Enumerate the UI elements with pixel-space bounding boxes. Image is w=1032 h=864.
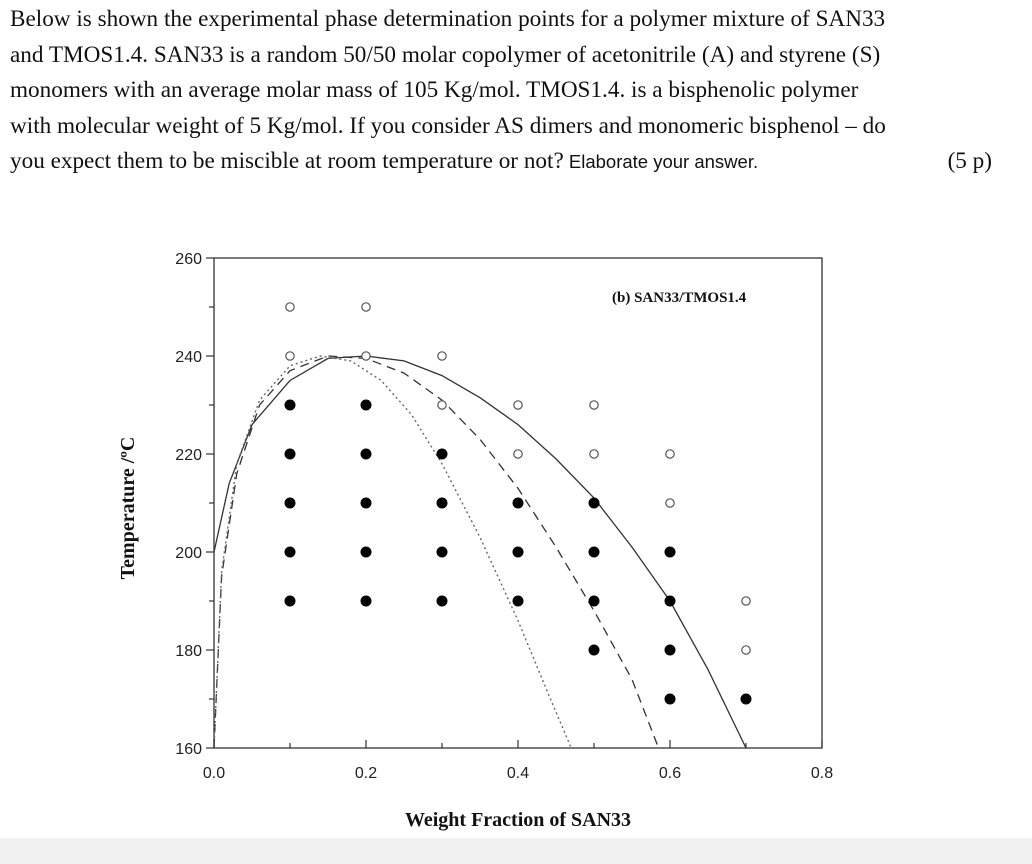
x-tick-label: 0.0 xyxy=(203,765,225,782)
data-points-layer xyxy=(284,302,752,705)
filled-point xyxy=(284,448,296,460)
filled-point xyxy=(284,546,296,558)
y-tick-label: 160 xyxy=(175,741,202,758)
filled-point xyxy=(360,595,372,607)
filled-point xyxy=(284,497,296,509)
filled-point xyxy=(512,546,524,558)
filled-point xyxy=(512,497,524,509)
open-point xyxy=(285,351,295,361)
y-tick-label: 220 xyxy=(175,447,202,464)
y-tick-label: 260 xyxy=(175,251,202,268)
open-point xyxy=(665,498,675,508)
open-point xyxy=(589,449,599,459)
filled-point xyxy=(588,546,600,558)
panel-label: (b) SAN33/TMOS1.4 xyxy=(612,290,747,306)
filled-point xyxy=(360,546,372,558)
y-tick-label: 240 xyxy=(175,349,202,366)
filled-point xyxy=(664,693,676,705)
y-tick-label: 180 xyxy=(175,643,202,660)
y-axis-title: Temperature /ºC xyxy=(117,437,139,580)
bottom-bar xyxy=(0,838,1032,864)
filled-point xyxy=(436,546,448,558)
y-axis: 160 180 200 220 240 260 xyxy=(175,251,214,758)
filled-point xyxy=(512,595,524,607)
filled-point xyxy=(588,644,600,656)
x-tick-label: 0.4 xyxy=(507,765,529,782)
curve-solid xyxy=(213,355,747,749)
filled-point xyxy=(740,693,752,705)
question-line-3: monomers with an average molar mass of 1… xyxy=(10,77,859,103)
y-tick-label: 200 xyxy=(175,545,202,562)
filled-point xyxy=(664,644,676,656)
filled-point xyxy=(284,399,296,411)
question-line-5-start: you expect them to be miscible at room t… xyxy=(10,148,564,174)
x-tick-label: 0.8 xyxy=(811,765,833,782)
filled-point xyxy=(436,497,448,509)
filled-point xyxy=(436,595,448,607)
open-point xyxy=(513,400,523,410)
open-point xyxy=(741,596,751,606)
curve-dotted xyxy=(213,355,572,749)
curve-dashed xyxy=(213,355,660,749)
question-text: Below is shown the experimental phase de… xyxy=(10,2,1010,180)
question-line-4: with molecular weight of 5 Kg/mol. If yo… xyxy=(10,112,886,139)
question-line-2: and TMOS1.4. SAN33 is a random 50/50 mol… xyxy=(10,41,881,68)
filled-point xyxy=(588,595,600,607)
x-axis-title: Weight Fraction of SAN33 xyxy=(405,809,631,831)
points-label: (5 p) xyxy=(947,148,992,174)
question-line-5-tail: Elaborate your answer. xyxy=(563,151,759,172)
open-point xyxy=(741,645,751,655)
filled-point xyxy=(360,497,372,509)
open-point xyxy=(589,400,599,410)
question-line-5: you expect them to be miscible at room t… xyxy=(10,144,1010,180)
question-line-1: Below is shown the experimental phase de… xyxy=(10,6,886,32)
curves-layer xyxy=(213,355,747,749)
x-axis: 0.0 0.2 0.4 0.6 0.8 xyxy=(203,740,833,782)
open-point xyxy=(361,351,371,361)
open-point xyxy=(437,351,447,361)
open-point xyxy=(285,302,295,312)
filled-point xyxy=(588,497,600,509)
filled-point xyxy=(664,546,676,558)
x-tick-label: 0.6 xyxy=(659,765,681,782)
filled-point xyxy=(664,595,676,607)
open-point xyxy=(513,449,523,459)
filled-point xyxy=(284,595,296,607)
open-point xyxy=(361,302,371,312)
open-point xyxy=(437,400,447,410)
x-tick-label: 0.2 xyxy=(355,765,377,782)
filled-point xyxy=(360,448,372,460)
open-point xyxy=(665,449,675,459)
filled-point xyxy=(436,448,448,460)
filled-point xyxy=(360,399,372,411)
